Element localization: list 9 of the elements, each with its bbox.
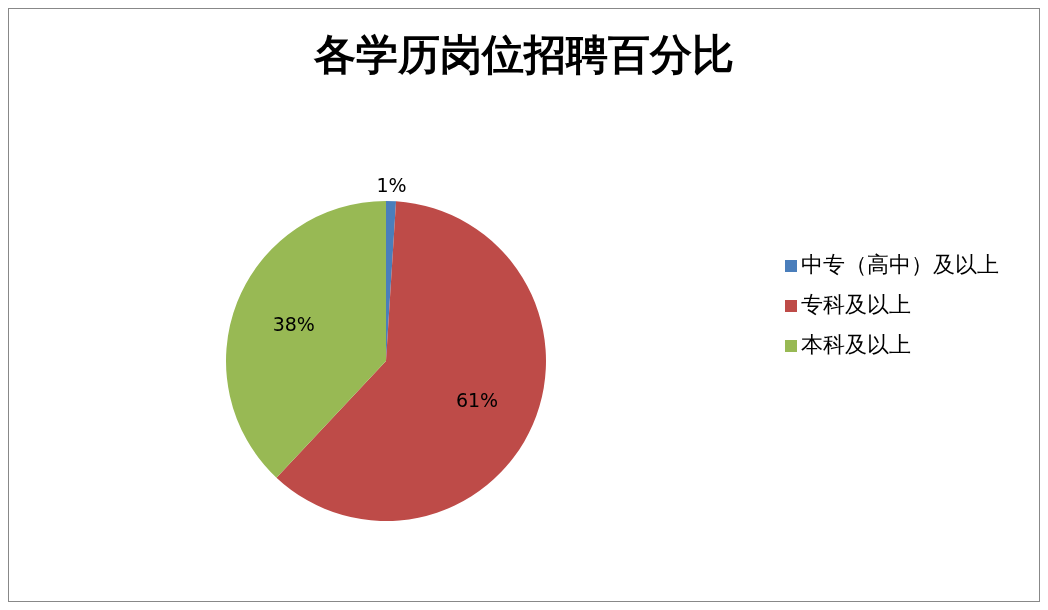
legend-label: 专科及以上 — [801, 292, 911, 317]
chart-title: 各学历岗位招聘百分比 — [313, 29, 735, 81]
legend-label: 本科及以上 — [801, 332, 911, 357]
pie-slice — [276, 201, 546, 521]
pie-slice — [226, 201, 386, 478]
data-label: 61% — [455, 389, 499, 412]
legend-label: 中专（高中）及以上 — [801, 252, 999, 277]
data-label: 1% — [376, 174, 407, 197]
data-label: 38% — [272, 313, 315, 336]
